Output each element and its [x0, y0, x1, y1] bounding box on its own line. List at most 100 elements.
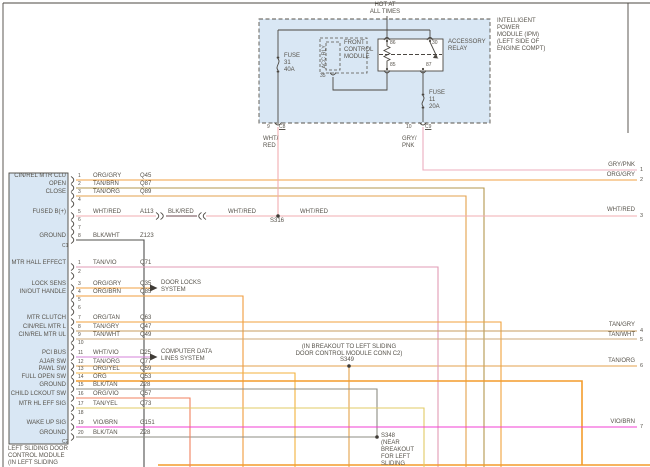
accessory-relay-box: [377, 38, 444, 72]
pin-number: 1: [78, 173, 81, 179]
pin-number: 17: [78, 401, 84, 407]
ipm-box: [258, 18, 491, 124]
wire-circuit: Q73: [140, 401, 152, 407]
wire-blk-tan: [76, 388, 378, 438]
wire-circuit: Q47: [140, 324, 152, 330]
module-box: [8, 172, 69, 445]
splice-s316-dot: [276, 214, 280, 218]
wire-color: TAN/BRN: [93, 181, 119, 187]
relay-pin-87: 87: [426, 62, 432, 68]
relay-switch-arrow: [433, 54, 439, 59]
wire-color: ORG/TAN: [93, 315, 120, 321]
wire-color-segment: BLK/RED: [168, 209, 194, 215]
pin-number: 15: [78, 382, 84, 388]
right-edge-number: 3: [640, 213, 644, 219]
connector-c8-label: C8: [279, 124, 286, 130]
wht-red-exit-label: WHT/ RED: [263, 136, 279, 149]
splice-s348-label: S348 (NEAR BREAKOUT FOR LEFT SLIDING: [381, 433, 415, 467]
wire-color: ORG/GRY: [93, 281, 122, 287]
wire-circuit: Q71: [140, 260, 152, 266]
right-edge-number: 5: [640, 337, 644, 343]
ipm-label: INTELLIGENT POWER MODULE (IPM) (LEFT SID…: [497, 18, 546, 52]
pin-label: PAWL SW: [38, 366, 66, 372]
ipm-exit-pin-10: 10: [406, 124, 412, 130]
wire-circuit: Q89: [140, 189, 152, 195]
pin-label: CIN/REL MTR UL: [18, 332, 66, 338]
wire-color: ORG: [93, 374, 107, 380]
relay-pin-86: 86: [390, 40, 396, 46]
wire-blk-wht: [76, 239, 145, 467]
wire-color: BLK/WHT: [93, 233, 120, 239]
pin-label: FULL OPEN SW: [21, 374, 66, 380]
wire-org-vio: [76, 397, 191, 467]
pin-label: GROUND: [39, 382, 66, 388]
pin-number: 11: [78, 350, 84, 356]
pin-label: AJAR SW: [39, 359, 66, 365]
relay-pin-dots: [276, 39, 432, 109]
right-edge-label: VIO/BRN: [610, 419, 635, 425]
pin-label: CLOSE: [45, 189, 66, 195]
ipm-exit-pin-9: 9: [267, 124, 270, 130]
splice-s316-label: S316: [270, 218, 285, 224]
wire-circuit: Q63: [140, 315, 152, 321]
connector-c9-label: C9: [425, 124, 432, 130]
pin-label: GROUND: [39, 430, 66, 436]
wire-color: VIO/BRN: [93, 420, 118, 426]
wire-color: TAN/VIO: [93, 260, 117, 266]
wire-color: ORG/YEL: [93, 366, 120, 372]
pin-number: 9: [78, 332, 81, 338]
module-name-label: LEFT SLIDING DOOR CONTROL MODULE (IN LEF…: [8, 446, 68, 466]
wire-circuit: Q57: [140, 391, 152, 397]
data-lines-arrow: [150, 353, 158, 361]
pin-label: LOCK SENS: [31, 281, 66, 287]
wire-org: [76, 380, 650, 466]
wire-circuit: Q59: [140, 366, 152, 372]
pin-label: MTR CLUTCH: [27, 315, 66, 321]
pin-number: 3: [78, 281, 81, 287]
fcm-pin-35: 35: [320, 73, 326, 79]
pin-number: 18: [78, 410, 84, 416]
wire-gry-pnk: [422, 127, 637, 171]
pin-label: MTR HALL EFFECT: [11, 260, 66, 266]
splice-dots: [276, 214, 379, 439]
splice-s348-dot: [375, 435, 379, 439]
pin-number: 12: [78, 359, 84, 365]
wire-circuit: Q49: [140, 332, 152, 338]
pin-number: 3: [78, 189, 81, 195]
wire-circuit: Q87: [140, 181, 152, 187]
wire-color: BLK/TAN: [93, 430, 118, 436]
wire-color: BLK/TAN: [93, 382, 118, 388]
fcm-boxes: [319, 37, 368, 74]
pin-number: 16: [78, 391, 84, 397]
right-edge-label: ORG/GRY: [606, 172, 635, 178]
pin-label: PCI BUS: [41, 350, 66, 356]
front-control-module-label: FRONT CONTROL MODULE: [344, 40, 374, 60]
relay-pin-30: 30: [432, 40, 438, 46]
pin-label: FUSED B(+): [32, 209, 66, 215]
wire-color: TAN/YEL: [93, 401, 118, 407]
connector-c1-label: C1: [62, 243, 69, 249]
right-edge-number: 1: [640, 167, 644, 173]
relay-switch-arm: [429, 41, 438, 58]
wire-wht-red: [76, 127, 637, 217]
fuse-11-label: FUSE 11 20A: [429, 90, 446, 110]
wire-circuit: Q53: [140, 374, 152, 380]
door-locks-system-label: DOOR LOCKS SYSTEM: [161, 280, 202, 293]
pin-number: 5: [78, 209, 81, 215]
splice-s349-label: S349: [340, 357, 355, 363]
pin-label: GROUND: [39, 233, 66, 239]
door-locks-arrow: [150, 284, 158, 292]
pin-number: 20: [78, 430, 84, 436]
pin-number: 4: [78, 289, 81, 295]
wire-color: ORG/VIO: [93, 391, 119, 397]
system-arrows: [150, 284, 158, 361]
wire-color: TAN/WHT: [93, 332, 120, 338]
wire-circuit: D25: [140, 350, 152, 356]
wire-circuit: Q45: [140, 173, 152, 179]
pin-number: 1: [78, 260, 81, 266]
breakout-note: (IN BREAKOUT TO LEFT SLIDING DOOR CONTRO…: [295, 344, 403, 357]
wire-color-segment: WHT/RED: [228, 209, 256, 215]
wire-tan-yel: [76, 407, 425, 467]
pin-label: CHILD LCKOUT SW: [10, 391, 66, 397]
